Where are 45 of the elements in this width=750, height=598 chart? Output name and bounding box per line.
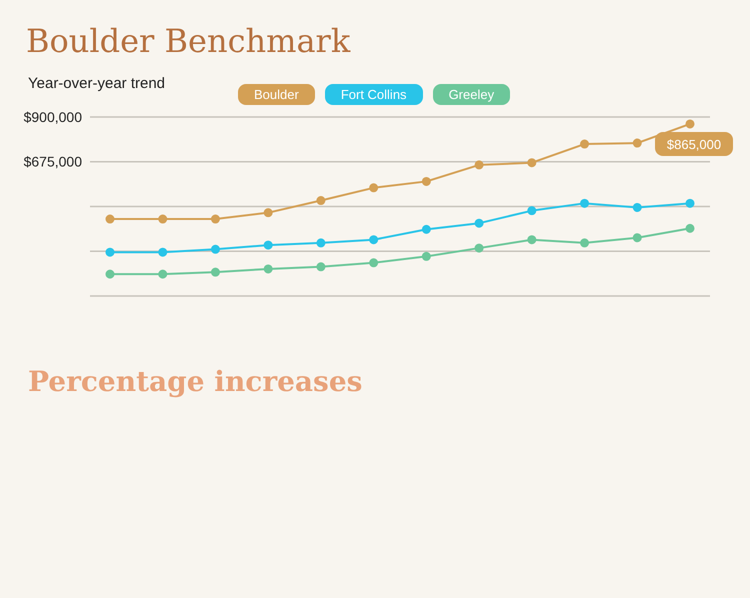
point <box>686 119 694 128</box>
point <box>580 238 590 248</box>
point <box>316 262 326 272</box>
point <box>158 214 168 224</box>
point <box>210 268 220 277</box>
point <box>106 270 114 279</box>
point <box>422 252 431 261</box>
point <box>369 183 378 192</box>
point <box>210 214 220 224</box>
point <box>210 244 220 254</box>
point <box>632 233 642 242</box>
point <box>474 218 484 228</box>
y-tick-label: $900,000 <box>24 108 82 125</box>
point <box>106 248 114 257</box>
data-label: $865,000 <box>666 136 722 152</box>
text: Percentage increases <box>28 365 362 398</box>
point <box>632 202 642 212</box>
point <box>316 196 326 206</box>
point <box>527 206 536 216</box>
point <box>580 140 590 149</box>
chart-subtitle: Year-over-year trend <box>28 75 166 92</box>
point <box>632 138 642 148</box>
point <box>580 198 590 208</box>
point <box>422 224 431 234</box>
point <box>264 208 273 218</box>
point <box>527 158 536 168</box>
point <box>369 235 378 244</box>
point <box>264 264 273 274</box>
point <box>316 238 326 248</box>
text: Greeley <box>432 84 510 105</box>
point <box>422 176 431 186</box>
y-tick-label: $675,000 <box>24 154 82 170</box>
text: Fort Collins <box>324 84 423 105</box>
text: Boulder <box>238 84 315 105</box>
point <box>264 240 273 250</box>
point <box>369 258 378 268</box>
chart-title: Boulder Benchmark <box>26 22 350 60</box>
point <box>527 235 536 244</box>
point <box>158 270 168 279</box>
point <box>474 244 484 253</box>
point <box>474 160 484 170</box>
point <box>106 214 114 224</box>
point <box>158 248 168 257</box>
point <box>686 198 694 208</box>
point <box>686 224 694 233</box>
